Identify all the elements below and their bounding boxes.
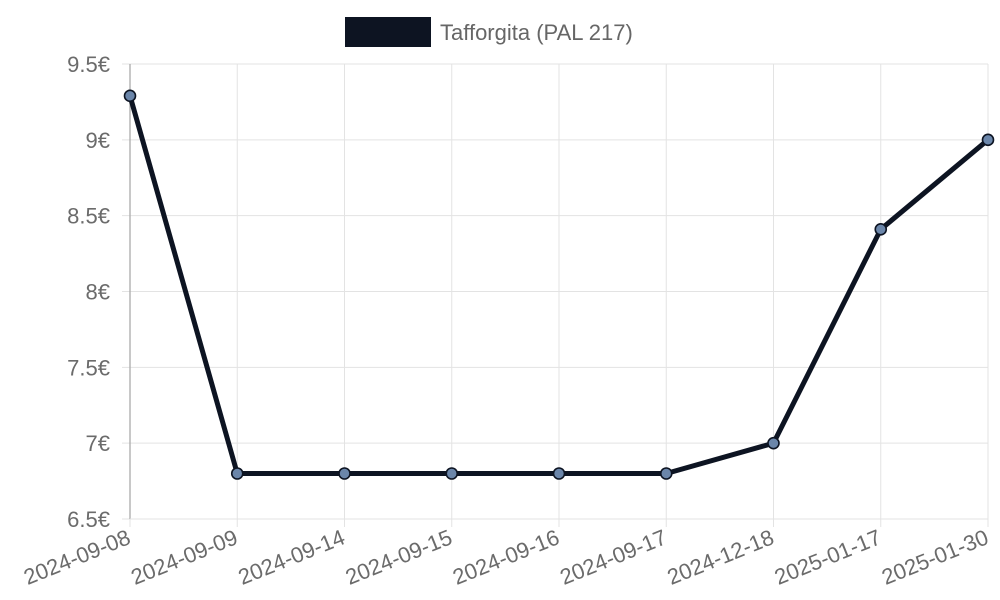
x-tick-label: 2025-01-17 xyxy=(771,524,885,589)
x-tick-labels: 2024-09-082024-09-092024-09-142024-09-15… xyxy=(20,524,992,589)
y-tick-label: 9€ xyxy=(86,128,110,153)
data-point xyxy=(338,467,351,480)
data-point xyxy=(552,467,566,480)
x-tick-label: 2024-09-17 xyxy=(556,524,670,589)
data-point xyxy=(874,223,888,236)
x-tick-label: 2025-01-30 xyxy=(878,524,992,589)
x-tick-label: 2024-09-15 xyxy=(342,524,456,589)
y-tick-label: 8.5€ xyxy=(67,204,110,229)
legend[interactable]: Tafforgita (PAL 217) xyxy=(345,17,633,47)
x-tick-label: 2024-09-09 xyxy=(127,524,241,589)
y-tick-label: 7€ xyxy=(86,431,110,456)
data-point xyxy=(659,467,673,480)
data-point xyxy=(123,89,137,103)
y-tick-label: 8€ xyxy=(86,280,110,305)
data-point xyxy=(445,467,459,480)
x-tick-label: 2024-12-18 xyxy=(664,524,778,589)
data-point xyxy=(981,133,995,147)
y-tick-labels: 6.5€ 7€ 7.5€ 8€ 8.5€ 9€ 9.5€ xyxy=(67,52,110,532)
data-point xyxy=(230,467,244,480)
y-tick-label: 7.5€ xyxy=(67,355,110,380)
legend-label[interactable]: Tafforgita (PAL 217) xyxy=(440,20,633,45)
grid xyxy=(122,63,989,527)
data-point xyxy=(767,436,780,450)
x-tick-label: 2024-09-16 xyxy=(449,524,563,589)
x-tick-label: 2024-09-08 xyxy=(20,524,134,589)
y-tick-label: 6.5€ xyxy=(67,507,110,532)
y-tick-label: 9.5€ xyxy=(67,52,110,77)
axes xyxy=(129,64,988,520)
legend-swatch[interactable] xyxy=(345,17,431,47)
x-tick-label: 2024-09-14 xyxy=(235,524,349,589)
series xyxy=(123,89,995,480)
